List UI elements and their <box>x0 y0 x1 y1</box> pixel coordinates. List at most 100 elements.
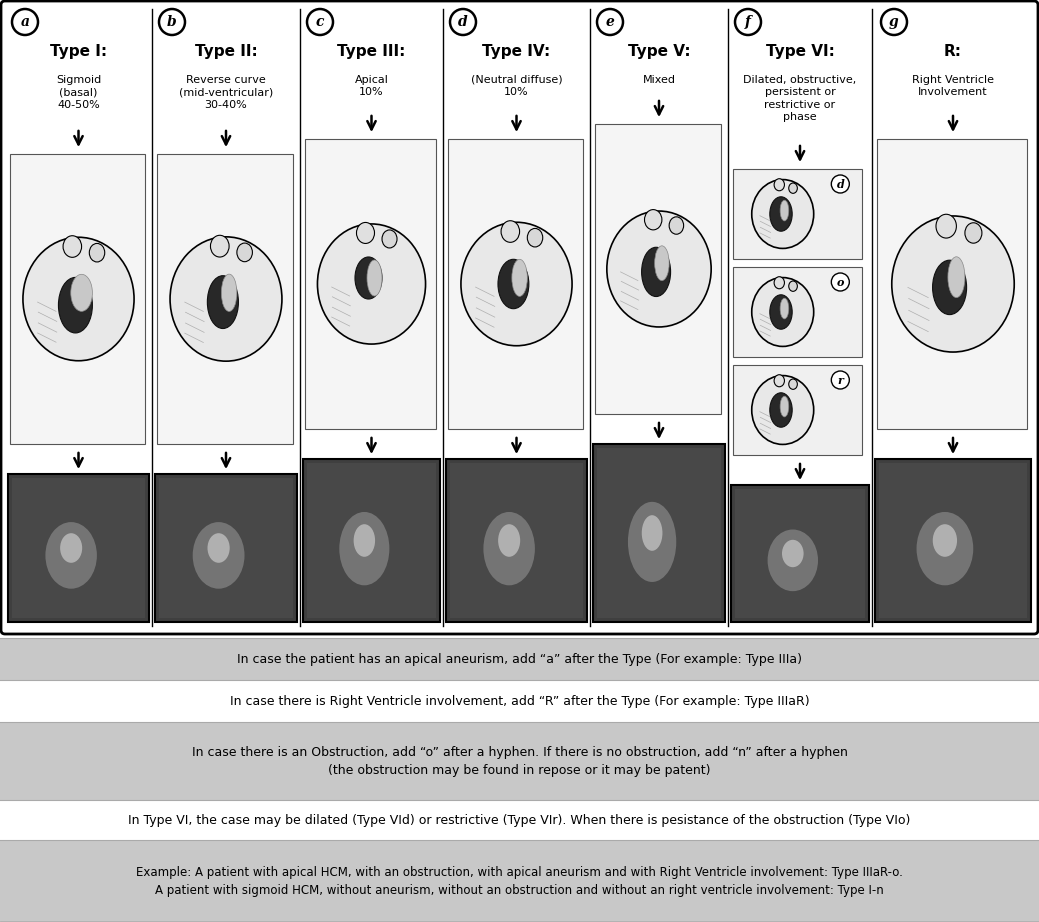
Ellipse shape <box>965 223 982 243</box>
Bar <box>0 680 1039 722</box>
Bar <box>157 154 293 444</box>
Ellipse shape <box>780 298 789 319</box>
Ellipse shape <box>933 260 966 314</box>
Ellipse shape <box>89 243 105 262</box>
Ellipse shape <box>752 180 814 248</box>
Bar <box>307 463 436 618</box>
Ellipse shape <box>461 222 572 346</box>
Ellipse shape <box>774 179 784 191</box>
Ellipse shape <box>498 525 521 557</box>
Bar <box>732 365 862 455</box>
Ellipse shape <box>789 379 797 389</box>
Ellipse shape <box>353 525 375 557</box>
Ellipse shape <box>774 374 784 386</box>
Circle shape <box>159 9 185 35</box>
Text: f: f <box>745 15 751 29</box>
Circle shape <box>831 175 849 193</box>
Text: In case the patient has an apical aneurism, add “a” after the Type (For example:: In case the patient has an apical aneuri… <box>237 653 802 666</box>
Ellipse shape <box>948 257 965 298</box>
Bar <box>877 139 1027 429</box>
Text: Sigmoid
(basal)
40-50%: Sigmoid (basal) 40-50% <box>56 75 101 110</box>
Ellipse shape <box>780 396 789 417</box>
Text: Mixed: Mixed <box>642 75 675 85</box>
Ellipse shape <box>211 235 230 257</box>
Text: r: r <box>837 374 844 385</box>
Text: o: o <box>836 277 844 288</box>
Ellipse shape <box>752 278 814 347</box>
Bar <box>10 154 145 444</box>
Bar <box>0 722 1039 800</box>
Ellipse shape <box>501 220 520 242</box>
Circle shape <box>597 9 623 35</box>
Text: a: a <box>21 15 29 29</box>
Circle shape <box>831 371 849 389</box>
Ellipse shape <box>644 209 662 230</box>
Ellipse shape <box>221 274 237 312</box>
Text: Type VI:: Type VI: <box>766 44 834 60</box>
Ellipse shape <box>669 217 684 234</box>
Circle shape <box>735 9 761 35</box>
Text: Type V:: Type V: <box>628 44 690 60</box>
Ellipse shape <box>483 512 535 585</box>
Bar <box>448 139 583 429</box>
Bar <box>303 459 439 622</box>
Text: Right Ventricle
Involvement: Right Ventricle Involvement <box>912 75 994 98</box>
Ellipse shape <box>318 224 426 344</box>
Text: Apical
10%: Apical 10% <box>354 75 389 98</box>
Ellipse shape <box>355 257 382 299</box>
Bar <box>875 459 1031 622</box>
Bar <box>597 448 721 618</box>
Bar <box>593 444 725 622</box>
Ellipse shape <box>936 214 957 238</box>
Ellipse shape <box>770 295 792 329</box>
FancyBboxPatch shape <box>1 1 1038 634</box>
Ellipse shape <box>780 200 789 221</box>
Bar <box>450 463 583 618</box>
Text: c: c <box>316 15 324 29</box>
Ellipse shape <box>628 502 676 582</box>
Text: Type II:: Type II: <box>194 44 258 60</box>
Bar <box>732 267 862 357</box>
Ellipse shape <box>46 522 97 589</box>
Ellipse shape <box>170 237 282 361</box>
Circle shape <box>881 9 907 35</box>
Text: b: b <box>167 15 177 29</box>
Bar <box>0 840 1039 922</box>
Ellipse shape <box>528 229 542 247</box>
Ellipse shape <box>60 533 82 562</box>
Ellipse shape <box>512 259 528 296</box>
Bar <box>0 800 1039 840</box>
Text: (Neutral diffuse)
10%: (Neutral diffuse) 10% <box>471 75 562 98</box>
Text: In case there is Right Ventricle involvement, add “R” after the Type (For exampl: In case there is Right Ventricle involve… <box>230 694 809 707</box>
Ellipse shape <box>382 230 397 248</box>
Ellipse shape <box>367 260 382 296</box>
Ellipse shape <box>356 222 374 243</box>
Ellipse shape <box>655 246 669 280</box>
Text: R:: R: <box>944 44 962 60</box>
Bar <box>879 463 1027 618</box>
Ellipse shape <box>607 211 711 327</box>
Ellipse shape <box>933 525 957 557</box>
Text: d: d <box>458 15 468 29</box>
Ellipse shape <box>752 375 814 444</box>
Ellipse shape <box>768 529 818 591</box>
Circle shape <box>12 9 38 35</box>
Ellipse shape <box>782 539 803 567</box>
Text: Reverse curve
(mid-ventricular)
30-40%: Reverse curve (mid-ventricular) 30-40% <box>179 75 273 110</box>
Circle shape <box>307 9 334 35</box>
Ellipse shape <box>916 512 974 585</box>
Bar <box>305 139 436 429</box>
Ellipse shape <box>891 216 1014 352</box>
Text: e: e <box>606 15 614 29</box>
Bar <box>732 169 862 259</box>
Ellipse shape <box>208 276 238 328</box>
Ellipse shape <box>63 236 82 257</box>
Bar <box>735 489 865 618</box>
Text: d: d <box>836 179 845 190</box>
Ellipse shape <box>23 237 134 361</box>
Text: Type III:: Type III: <box>338 44 405 60</box>
Ellipse shape <box>774 277 784 289</box>
Ellipse shape <box>770 196 792 231</box>
Bar <box>0 638 1039 680</box>
Ellipse shape <box>208 533 230 562</box>
